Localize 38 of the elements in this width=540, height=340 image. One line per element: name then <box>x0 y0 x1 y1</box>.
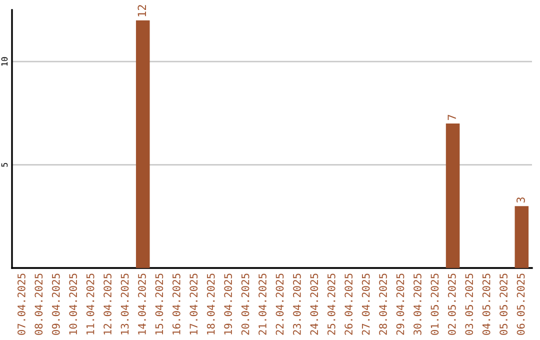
x-tick-label: 19.04.2025 <box>224 274 232 334</box>
x-tick-label: 06.05.2025 <box>516 274 525 335</box>
bar <box>514 206 529 268</box>
bar <box>446 124 460 268</box>
data-label: 12 <box>138 5 146 16</box>
x-tick-label: 07.04.2025 <box>18 274 26 335</box>
x-tick-label: 02.05.2025 <box>448 274 456 335</box>
bar <box>136 20 150 268</box>
x-tick-label: 13.04.2025 <box>120 274 129 334</box>
x-tick-label: 11.04.2025 <box>86 274 94 334</box>
x-tick-label: 14.04.2025 <box>138 274 146 334</box>
x-tick-label: 22.04.2025 <box>276 274 284 335</box>
x-tick-label: 24.04.2025 <box>310 274 318 335</box>
x-tick-label: 01.05.2025 <box>430 274 439 335</box>
x-tick-label: 08.04.2025 <box>34 274 43 335</box>
x-tick-label: 03.05.2025 <box>465 274 474 335</box>
x-tick-label: 17.04.2025 <box>190 274 198 334</box>
x-tick-label: 16.04.2025 <box>172 274 180 334</box>
x-tick-label: 23.04.2025 <box>293 274 301 335</box>
x-tick-label: 27.04.2025 <box>362 274 370 335</box>
x-tick-label: 29.04.2025 <box>396 274 404 335</box>
y-tick-label: 10 <box>1 57 8 66</box>
x-tick-label: 10.04.2025 <box>69 274 78 334</box>
x-tick-label: 30.04.2025 <box>414 274 422 335</box>
x-tick-label: 04.05.2025 <box>482 274 490 335</box>
y-tick-label: 5 <box>1 162 8 167</box>
x-tick-label: 18.04.2025 <box>206 274 215 334</box>
x-tick-label: 15.04.2025 <box>155 274 164 334</box>
x-tick-label: 05.05.2025 <box>500 274 508 335</box>
x-tick-label: 20.04.2025 <box>241 274 250 335</box>
x-tick-label: 25.04.2025 <box>327 274 336 335</box>
x-tick-label: 21.04.2025 <box>258 274 266 335</box>
data-label: 7 <box>448 114 456 120</box>
x-tick-label: 26.04.2025 <box>344 274 353 335</box>
x-tick-label: 09.04.2025 <box>52 274 60 335</box>
x-tick-label: 28.04.2025 <box>379 274 387 335</box>
x-tick-label: 12.04.2025 <box>104 274 112 334</box>
data-label: 3 <box>516 197 525 203</box>
